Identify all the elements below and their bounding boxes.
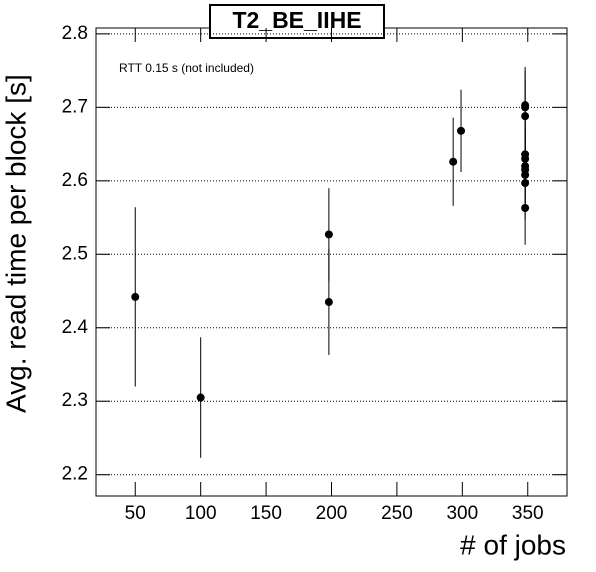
y-axis-label: Avg. read time per block [s] xyxy=(0,74,31,413)
title-box xyxy=(209,4,385,39)
y-tick-label: 2.8 xyxy=(62,23,88,44)
point xyxy=(449,157,458,166)
y-tick-label: 2.2 xyxy=(62,464,88,485)
y-tick-label: 2.4 xyxy=(62,317,89,338)
x-tick-label: 300 xyxy=(446,503,478,524)
x-tick-label: 250 xyxy=(381,503,413,524)
point xyxy=(131,292,140,301)
annotation: RTT 0.15 s (not included) xyxy=(119,61,254,75)
x-tick-label: 150 xyxy=(250,503,282,524)
x-tick-label: 350 xyxy=(512,503,544,524)
y-tick-label: 2.6 xyxy=(62,170,88,191)
plot-frame xyxy=(95,27,568,497)
y-tick-label: 2.5 xyxy=(62,243,88,264)
point xyxy=(521,204,530,212)
chart-title: T2_BE_IIHE xyxy=(232,7,361,33)
point xyxy=(324,230,333,239)
x-tick-label: 200 xyxy=(316,503,348,524)
y-tick-label: 2.7 xyxy=(62,96,88,117)
point xyxy=(196,393,205,402)
point xyxy=(324,298,333,307)
point xyxy=(457,126,466,135)
y-tick-label: 2.3 xyxy=(62,390,88,411)
x-tick-label: 100 xyxy=(185,503,217,524)
x-axis-label: # of jobs xyxy=(460,529,566,560)
point xyxy=(521,112,530,121)
x-tick-label: 50 xyxy=(125,503,146,524)
